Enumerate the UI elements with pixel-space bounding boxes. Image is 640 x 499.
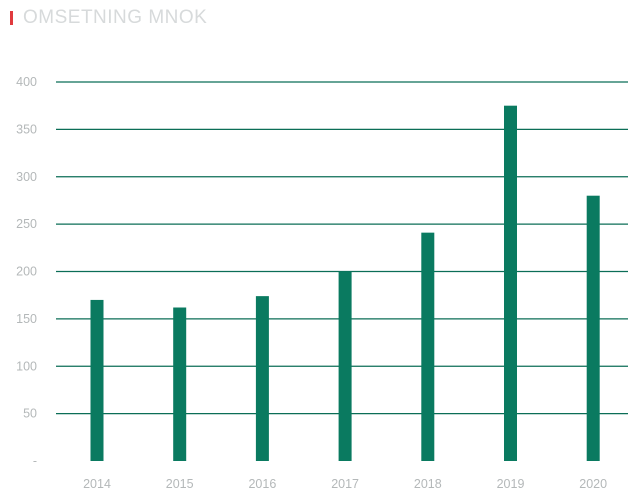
chart-title-group: OMSETNING MNOK [10, 7, 207, 29]
x-tick-label-2017: 2017 [331, 477, 359, 491]
x-tick-label-2019: 2019 [497, 477, 525, 491]
x-tick-label-2014: 2014 [83, 477, 111, 491]
y-tick-label-350: 350 [16, 122, 37, 136]
y-tick-label-50: 50 [23, 407, 37, 421]
x-tick-label-2015: 2015 [166, 477, 194, 491]
y-tick-label-150: 150 [16, 312, 37, 326]
bar-2020 [586, 195, 600, 461]
bar-2014 [90, 299, 104, 461]
x-tick-label-2020: 2020 [579, 477, 607, 491]
bar-2016 [255, 296, 269, 461]
y-tick-label-400: 400 [16, 75, 37, 89]
title-accent-bar [10, 11, 13, 25]
y-tick-label-200: 200 [16, 265, 37, 279]
y-tick-label-250: 250 [16, 217, 37, 231]
x-tick-label-2016: 2016 [248, 477, 276, 491]
bar-2017 [338, 271, 352, 461]
y-tick-label-0: - [33, 454, 37, 468]
y-tick-label-100: 100 [16, 359, 37, 373]
bar-2015 [173, 307, 187, 461]
y-tick-label-300: 300 [16, 170, 37, 184]
x-tick-label-2018: 2018 [414, 477, 442, 491]
bar-2019 [504, 105, 517, 461]
chart-title: OMSETNING MNOK [23, 7, 208, 28]
bar-2018 [421, 232, 435, 461]
